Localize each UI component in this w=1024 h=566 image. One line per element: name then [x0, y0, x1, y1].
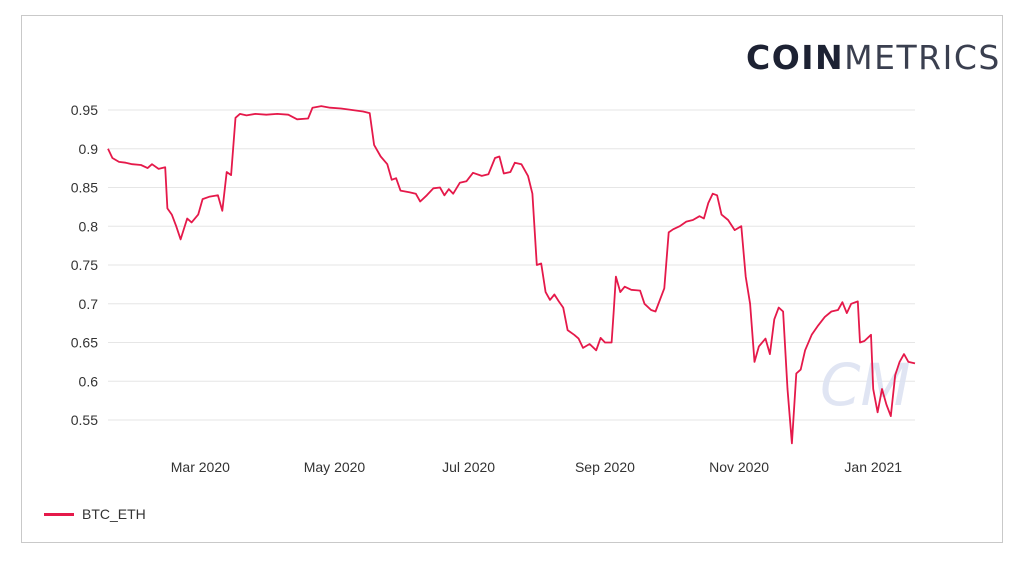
x-tick-label: Jan 2021 — [844, 459, 902, 475]
series-line-btc_eth[interactable] — [107, 105, 916, 445]
legend-swatch — [44, 512, 74, 516]
coinmetrics-logo: COINMETRICS — [746, 38, 1001, 77]
logo-text-light: METRICS — [844, 38, 1001, 77]
series-layer — [107, 105, 916, 445]
legend-label: BTC_ETH — [82, 506, 146, 522]
y-tick-label: 0.85 — [71, 180, 98, 196]
y-tick-label: 0.65 — [71, 335, 98, 351]
y-tick-label: 0.6 — [79, 373, 99, 389]
x-tick-label: Nov 2020 — [709, 459, 769, 475]
x-tick-label: May 2020 — [304, 459, 366, 475]
logo-text-bold: COIN — [746, 38, 845, 77]
x-tick-label: Mar 2020 — [171, 459, 230, 475]
legend[interactable]: BTC_ETH — [44, 506, 146, 522]
y-tick-label: 0.9 — [79, 141, 99, 157]
chart-frame — [21, 15, 1003, 543]
watermark-text: CM — [820, 351, 911, 419]
y-tick-label: 0.95 — [71, 102, 98, 118]
x-tick-label: Jul 2020 — [442, 459, 495, 475]
cm-watermark-icon: CM — [820, 351, 911, 419]
grid-lines — [108, 109, 915, 421]
y-tick-label: 0.55 — [71, 412, 98, 428]
y-tick-label: 0.8 — [79, 218, 99, 234]
y-tick-label: 0.75 — [71, 257, 98, 273]
x-axis-ticks: Mar 2020 May 2020 Jul 2020 Sep 2020 Nov 2020… — [171, 459, 902, 475]
y-tick-label: 0.7 — [79, 296, 99, 312]
y-axis-ticks: 0.95 0.9 0.85 0.8 0.75 0.7 0.65 0.6 0.55 — [71, 102, 98, 428]
x-tick-label: Sep 2020 — [575, 459, 635, 475]
